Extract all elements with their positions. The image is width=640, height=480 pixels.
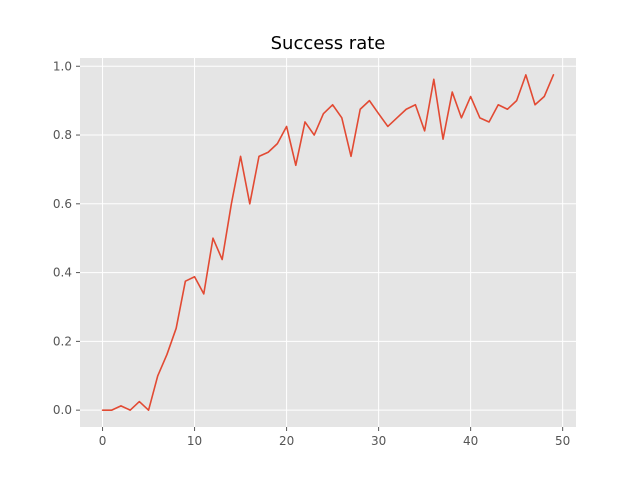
data-point [322,112,325,115]
data-point [129,409,132,412]
data-point [543,95,546,98]
data-point [110,409,113,412]
y-tick-label: 0.6 [53,197,72,211]
data-point [478,116,481,119]
data-point [423,129,426,132]
data-point [534,103,537,106]
y-tick-label: 1.0 [53,59,72,73]
data-point [432,78,435,81]
data-point [414,103,417,106]
data-point [451,91,454,94]
data-point [138,400,141,403]
data-point [303,120,306,123]
data-point [285,125,288,128]
x-tick-label: 0 [99,434,107,448]
data-point [147,409,150,412]
data-point [396,116,399,119]
data-point [350,155,353,158]
x-tick-label: 20 [279,434,294,448]
data-point [101,409,104,412]
y-tick-label: 0.4 [53,266,72,280]
chart-title: Success rate [271,33,386,54]
x-tick-label: 50 [555,434,570,448]
data-point [175,327,178,330]
data-point [442,138,445,141]
data-point [506,108,509,111]
data-point [313,134,316,137]
data-point [119,404,122,407]
data-point [497,103,500,106]
data-point [276,142,279,145]
y-tick-label: 0.2 [53,334,72,348]
series-line [101,74,555,411]
data-point [405,108,408,111]
data-point [193,275,196,278]
x-tick-label: 10 [187,434,202,448]
data-point [515,99,518,102]
data-point [340,116,343,119]
data-point [257,155,260,158]
data-point [524,73,527,76]
y-tick-label: 0.8 [53,128,72,142]
x-tick-label: 30 [371,434,386,448]
data-point [211,237,214,240]
data-point [469,95,472,98]
data-point [386,125,389,128]
data-point [156,374,159,377]
data-point [488,120,491,123]
data-point [221,258,224,261]
x-tick-label: 40 [463,434,478,448]
data-point [184,280,187,283]
data-point [267,151,270,154]
data-point [368,99,371,102]
data-point [239,155,242,158]
data-point [460,116,463,119]
data-point [165,353,168,356]
data-point [230,202,233,205]
data-point [331,103,334,106]
data-point [248,202,251,205]
data-point [377,112,380,115]
y-tick-label: 0.0 [53,403,72,417]
plot-background [80,58,576,427]
plot-area: 0 10 20 30 40 50 0.0 0.2 0.4 0.6 0.8 1.0 [53,58,576,448]
data-point [552,73,555,76]
data-point [359,108,362,111]
data-point [202,292,205,295]
data-point [294,164,297,167]
